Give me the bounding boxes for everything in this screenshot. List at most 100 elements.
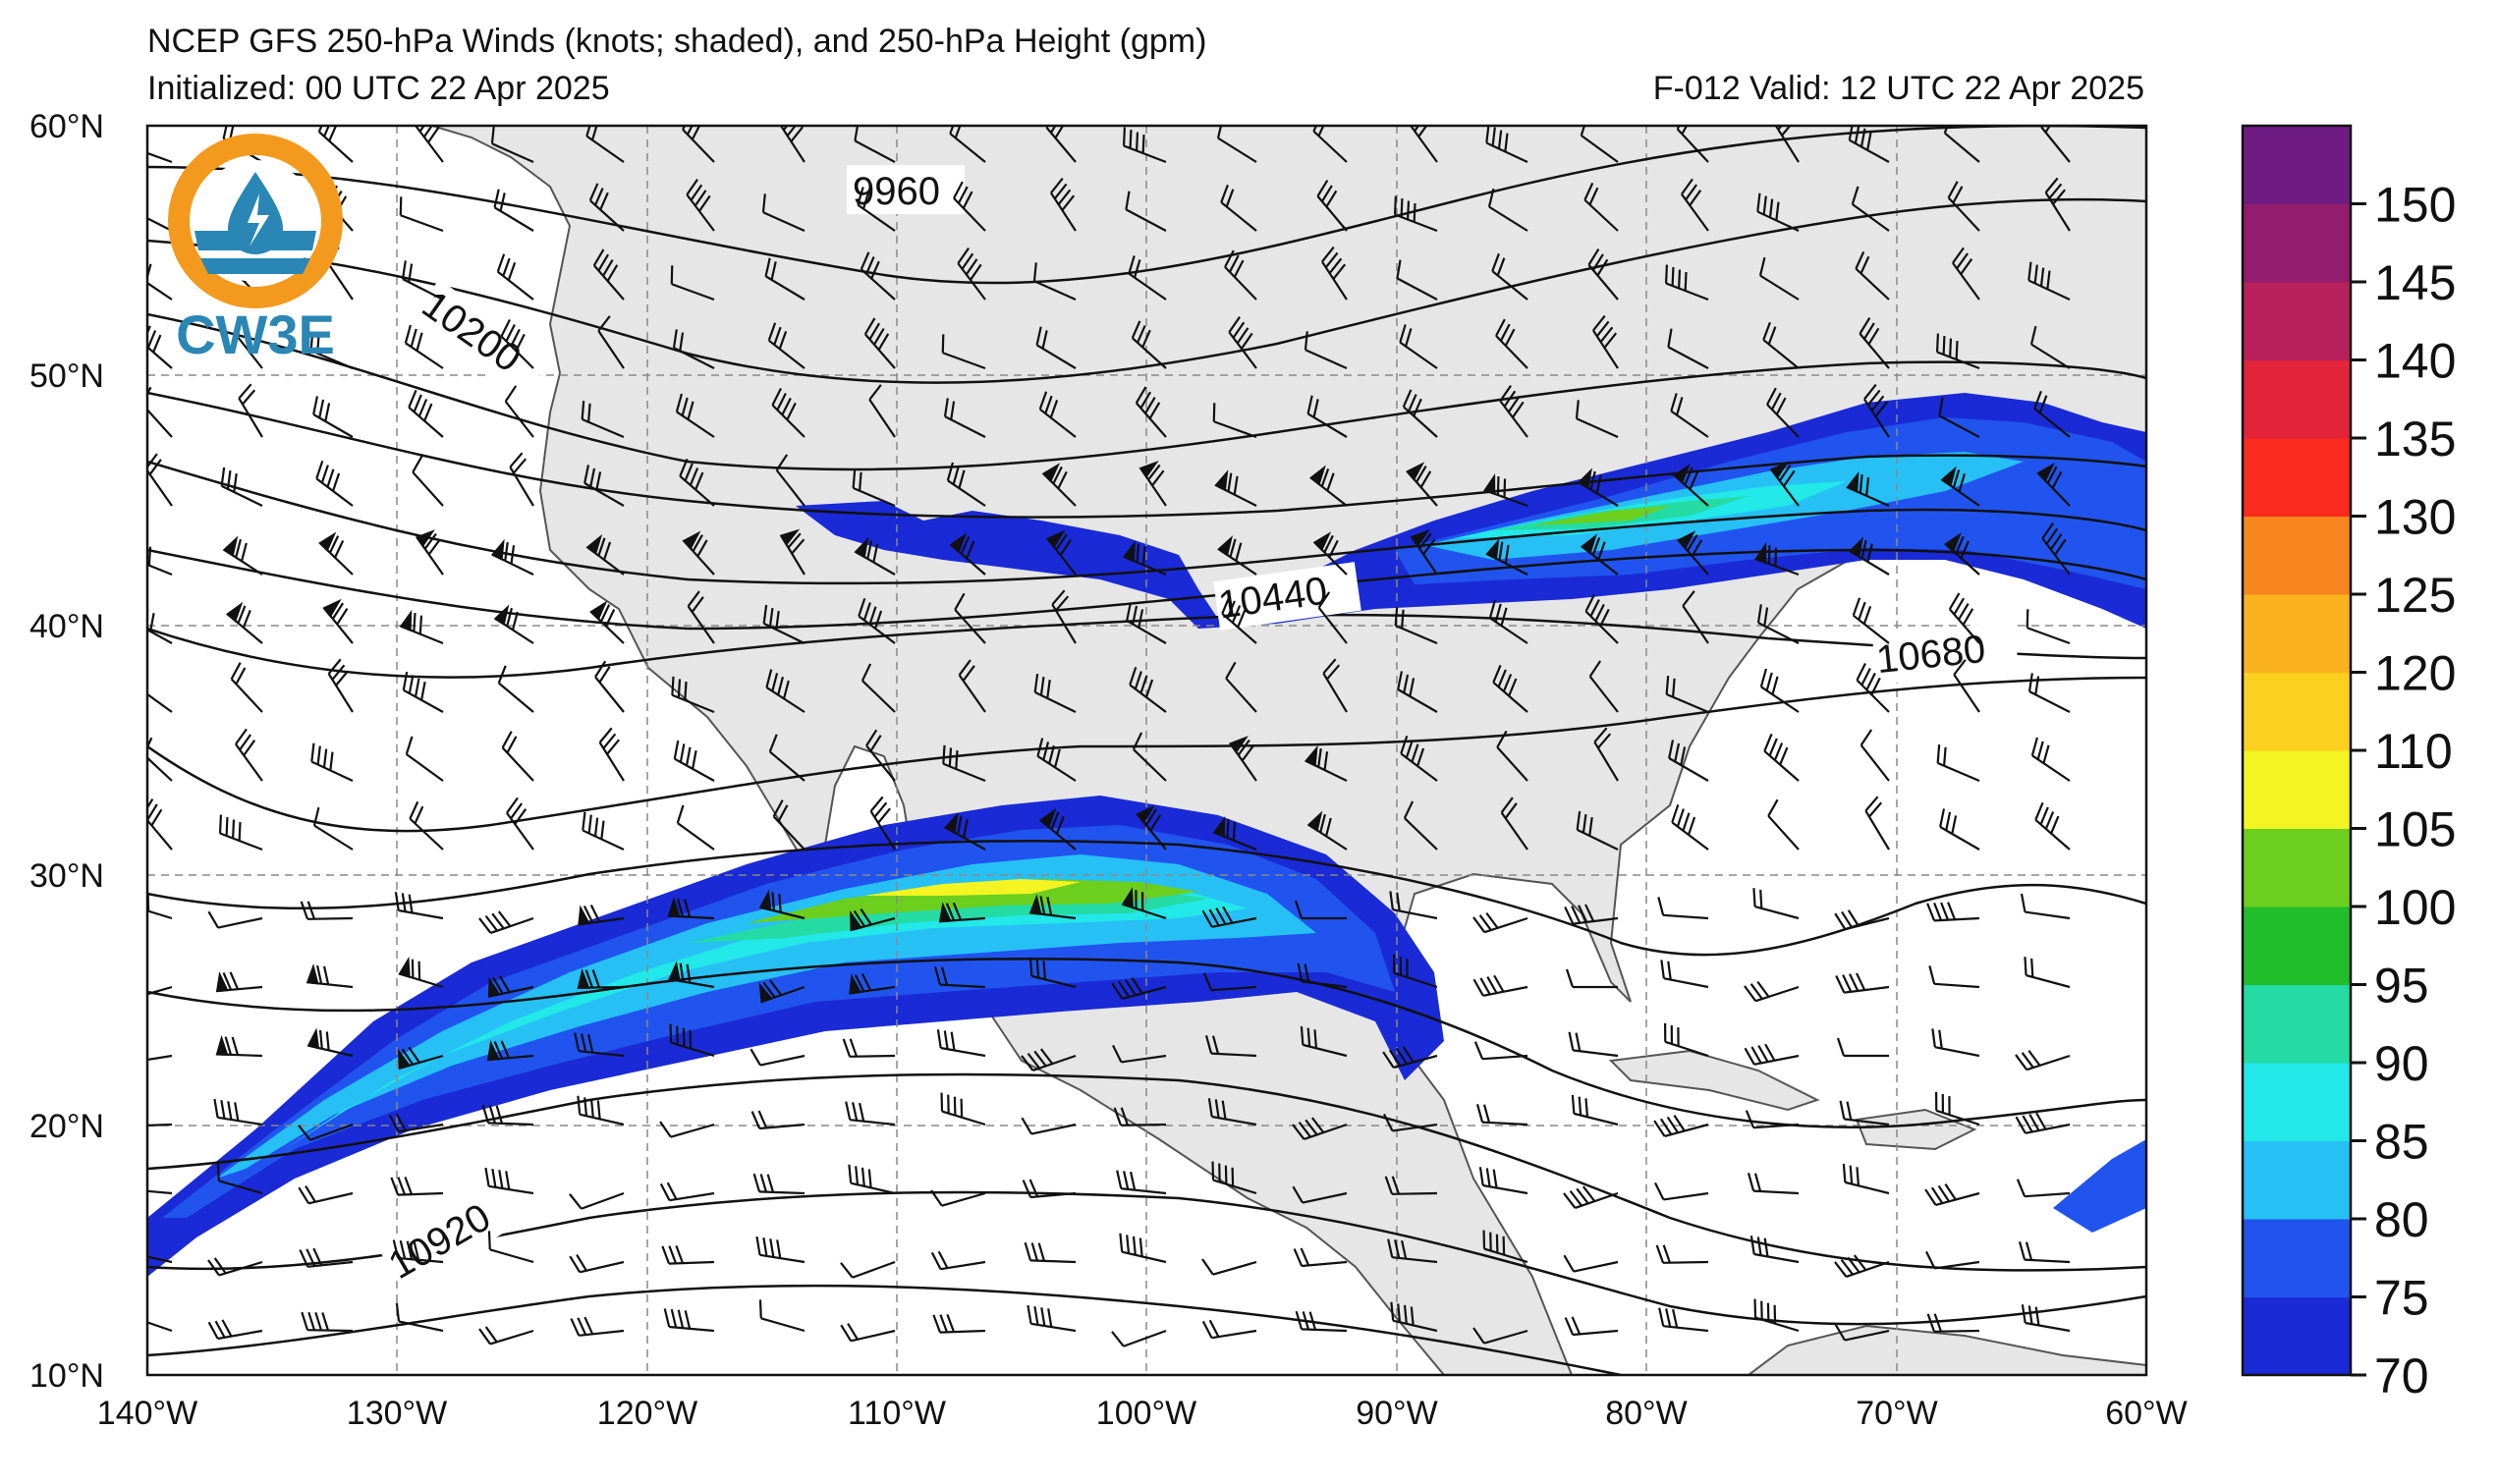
latitude-labels: 60°N 50°N 40°N 30°N 20°N 10°N (29, 108, 104, 1395)
wind-barb (1312, 531, 1348, 576)
wind-barb (1485, 538, 1528, 576)
wind-barb (1485, 126, 1528, 163)
wind-barb (1410, 528, 1438, 576)
wind-barb (767, 322, 805, 369)
wind-barb (486, 1040, 534, 1062)
colorbar-segment (2243, 907, 2351, 985)
wind-barb (1402, 389, 1438, 438)
wind-barb (686, 179, 715, 232)
wind-barb (1128, 255, 1167, 301)
wind-barb (1382, 1046, 1438, 1069)
wind-barb (583, 465, 625, 507)
wind-barb (842, 1038, 896, 1058)
contour-label-9960: 9960 (853, 170, 940, 213)
wind-barb (504, 385, 534, 438)
wind-barb (592, 248, 625, 301)
wind-barb (1051, 589, 1077, 644)
wind-barb (670, 265, 715, 302)
wind-barb (1132, 732, 1167, 782)
wind-barb (225, 601, 263, 644)
wind-barb (577, 968, 625, 989)
wind-barb (1836, 1037, 1889, 1058)
wind-barb (1212, 403, 1257, 439)
wind-barb (1410, 126, 1438, 163)
colorbar-segment (2243, 282, 2351, 360)
wind-barb (1935, 1091, 1980, 1127)
wind-barb (1221, 595, 1257, 644)
wind-barb (1126, 602, 1167, 644)
wind-barb (1316, 180, 1348, 232)
wind-barb (1855, 250, 1890, 301)
wind-barb (2020, 893, 2071, 920)
land-hispaniola (1855, 1108, 1977, 1151)
wind-barb (1499, 385, 1528, 438)
wind-barb (147, 609, 173, 644)
wind-barb (949, 126, 986, 163)
wind-barb (1482, 1230, 1528, 1264)
wind-barb (852, 469, 896, 508)
wind-barb (1682, 590, 1709, 644)
wind-barb (1860, 729, 1890, 782)
wind-barb (1565, 968, 1618, 989)
wind-barb (487, 975, 534, 998)
wind-barb (1473, 1041, 1528, 1061)
wind-barb (936, 1029, 986, 1058)
wind-barb (1944, 532, 1980, 576)
wind-barb (1122, 127, 1167, 164)
wind-barb (215, 971, 263, 993)
wind-barb (663, 1308, 715, 1333)
wind-barb (750, 1110, 805, 1130)
wind-barb (147, 546, 173, 577)
colorbar-tick-label: 135 (2374, 412, 2456, 467)
colorbar-tick-label: 100 (2374, 880, 2456, 935)
colorbar-tick-label: 120 (2374, 646, 2456, 701)
wind-barb (775, 454, 805, 507)
wind-barb (1488, 599, 1528, 644)
wind-barb (1111, 1329, 1167, 1347)
wind-barb (1940, 466, 1980, 507)
wind-barb (570, 1316, 625, 1337)
wind-barb (1212, 815, 1257, 852)
wind-barb (1593, 727, 1619, 782)
wind-barb (1121, 887, 1167, 920)
wind-barb (1851, 186, 1890, 232)
wind-barb (930, 1189, 986, 1207)
colorbar-segment (2243, 594, 2351, 673)
lon-label-110: 110°W (848, 1395, 946, 1432)
wind-barb (1948, 592, 1980, 644)
wind-barb (949, 532, 986, 576)
wind-barb (1038, 391, 1077, 438)
chart-title: NCEP GFS 250-hPa Winds (knots; shaded), … (147, 23, 1207, 60)
wind-barb (1756, 192, 1800, 232)
wind-barb (860, 663, 896, 713)
wind-barb (230, 662, 263, 713)
wind-barb (1592, 314, 1619, 369)
wind-barb (1744, 1043, 1800, 1066)
wind-barb (673, 740, 715, 782)
wind-barb (404, 324, 444, 369)
wind-barb (1744, 980, 1800, 1003)
wind-barb (408, 389, 444, 438)
wind-barb (765, 669, 805, 713)
colorbar-segment (2243, 516, 2351, 595)
wind-barb (147, 145, 173, 164)
lon-label-120: 120°W (597, 1395, 697, 1432)
logo-ring (168, 134, 343, 308)
wind-barb (218, 814, 263, 852)
wind-barb (1568, 1031, 1619, 1058)
wind-barb (569, 1191, 625, 1210)
wind-barb (752, 1173, 805, 1195)
wind-barb (779, 126, 805, 163)
valid-time: F-012 Valid: 12 UTC 22 Apr 2025 (1652, 70, 2144, 107)
wind-barb (147, 1042, 173, 1065)
wind-barb (1217, 535, 1257, 576)
wind-barb (2027, 261, 2071, 301)
wind-barb (2041, 522, 2071, 576)
wind-barb (1763, 733, 1800, 782)
wind-barb (1292, 1185, 1348, 1204)
wind-barb (1028, 894, 1077, 920)
wind-barb (1201, 1319, 1257, 1340)
wind-barb (1500, 797, 1528, 851)
wind-barb (779, 528, 805, 576)
wind-barb (840, 1260, 896, 1279)
